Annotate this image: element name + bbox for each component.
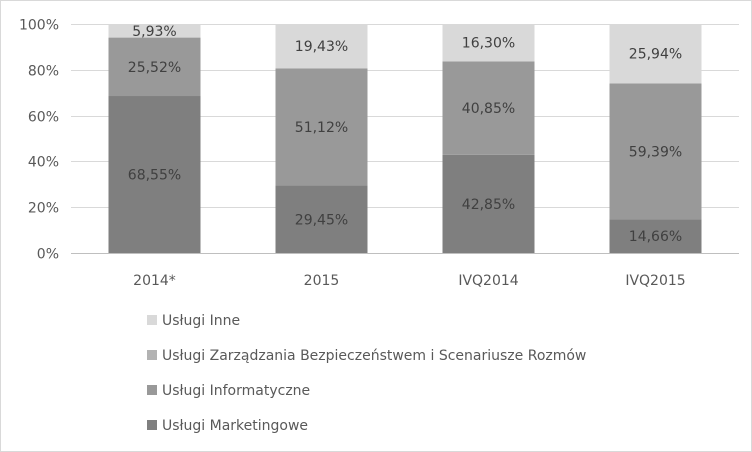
legend-swatch (147, 420, 157, 430)
y-tick-label: 0% (37, 247, 59, 263)
legend-item-uslugi-inne: Usługi Inne (147, 313, 240, 329)
bar-uslugi-inne-2015 (275, 24, 368, 69)
x-axis: 2014* 2015 IVQ2014 IVQ2015 (133, 273, 686, 289)
y-axis: 0% 20% 40% 60% 80% 100% (19, 18, 59, 263)
data-label-uslugi-inne-ivq2014: 16,30% (462, 36, 515, 52)
x-tick-label: IVQ2015 (625, 273, 685, 289)
y-tick-label: 60% (28, 110, 59, 126)
data-label-uslugi-informatyczne-2014: 25,52% (128, 60, 181, 76)
bar-uslugi-marketingowe-ivq2014 (442, 154, 535, 253)
y-tick-label: 80% (28, 64, 59, 80)
data-label-uslugi-marketingowe-ivq2014: 42,85% (462, 197, 515, 213)
bar-uslugi-inne-2014 (108, 24, 201, 38)
bar-uslugi-informatyczne-2014 (108, 37, 201, 97)
bar-uslugi-marketingowe-2015 (275, 185, 368, 253)
bar-uslugi-informatyczne-2015 (275, 68, 368, 186)
bar-uslugi-informatyczne-ivq2014 (442, 61, 535, 155)
data-label-uslugi-informatyczne-ivq2015: 59,39% (629, 144, 682, 160)
data-label-uslugi-inne-2014: 5,93% (132, 24, 176, 40)
data-label-uslugi-informatyczne-ivq2014: 40,85% (462, 101, 515, 117)
x-tick-label: 2014* (133, 273, 176, 289)
bars (108, 24, 702, 253)
bar-uslugi-marketingowe-2014 (108, 96, 201, 253)
data-label-uslugi-marketingowe-ivq2015: 14,66% (629, 229, 682, 245)
legend-swatch (147, 385, 157, 395)
data-labels: 68,55% 25,52% 5,93% 29,45% 51,12% 19,43% 42,85… (128, 24, 682, 245)
data-label-uslugi-marketingowe-2014: 68,55% (128, 168, 181, 184)
bar-uslugi-marketingowe-ivq2015 (609, 219, 702, 253)
bar-uslugi-inne-ivq2014 (442, 24, 535, 62)
x-tick-label: 2015 (304, 273, 340, 289)
x-tick-label: IVQ2014 (458, 273, 518, 289)
legend-item-uslugi-informatyczne: Usługi Informatyczne (147, 383, 310, 399)
data-label-uslugi-inne-2015: 19,43% (295, 39, 348, 55)
legend-label: Usługi Informatyczne (162, 383, 310, 399)
bar-uslugi-informatyczne-ivq2015 (609, 83, 702, 220)
legend-label: Usługi Inne (162, 313, 240, 329)
legend-item-uslugi-zarzadzania-bezpieczenstwem-i-scenariusze-rozmow: Usługi Zarządzania Bezpieczeństwem i Sce… (147, 348, 586, 364)
y-tick-label: 40% (28, 155, 59, 171)
y-tick-label: 20% (28, 201, 59, 217)
legend-label: Usługi Marketingowe (162, 418, 308, 434)
data-label-uslugi-informatyczne-2015: 51,12% (295, 120, 348, 136)
legend: Usługi Inne Usługi Zarządzania Bezpieczeń… (147, 313, 586, 434)
legend-label: Usługi Zarządzania Bezpieczeństwem i Sce… (162, 348, 586, 364)
legend-swatch (147, 350, 157, 360)
bar-uslugi-inne-ivq2015 (609, 24, 702, 84)
y-tick-label: 100% (19, 18, 59, 34)
data-label-uslugi-marketingowe-2015: 29,45% (295, 212, 348, 228)
legend-item-uslugi-marketingowe: Usługi Marketingowe (147, 418, 308, 434)
legend-swatch (147, 315, 157, 325)
data-label-uslugi-inne-ivq2015: 25,94% (629, 47, 682, 63)
